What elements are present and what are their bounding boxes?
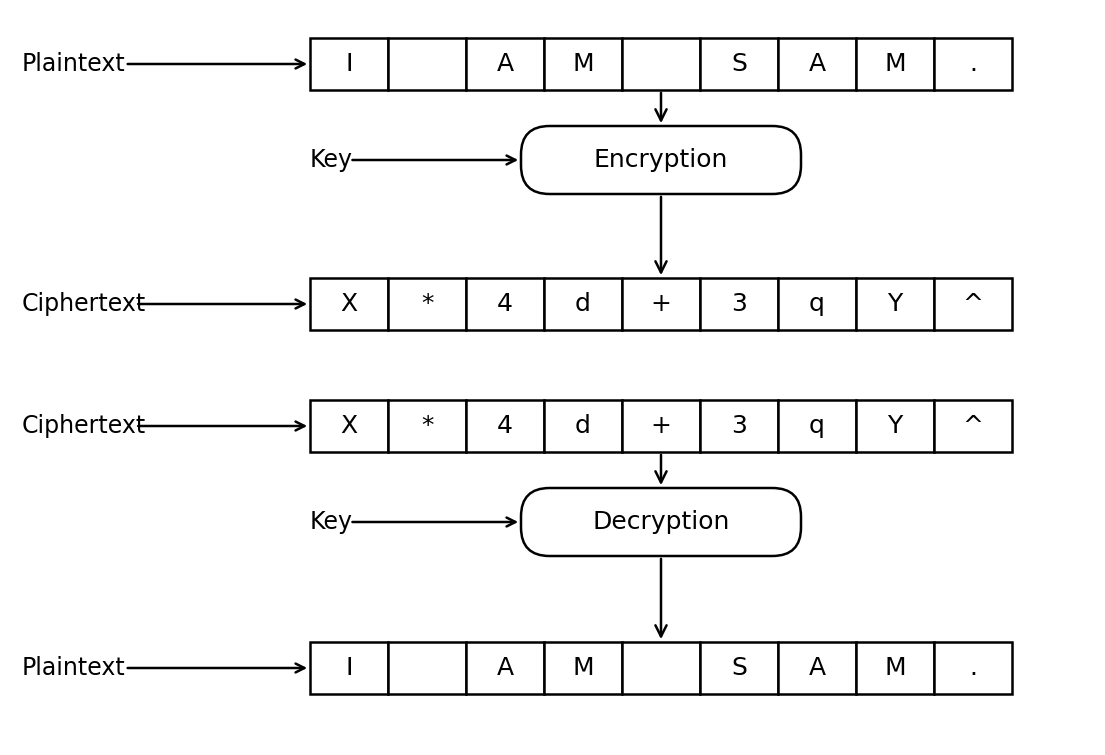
Text: A: A (809, 656, 825, 680)
Bar (934, 38, 1012, 90)
FancyBboxPatch shape (520, 488, 801, 556)
Text: X: X (340, 292, 358, 316)
Bar (699, 38, 778, 90)
Text: S: S (732, 656, 747, 680)
Bar (544, 642, 622, 694)
Bar (856, 642, 934, 694)
Bar (622, 642, 699, 694)
Bar (388, 642, 466, 694)
Bar (622, 278, 699, 330)
Bar (622, 400, 699, 452)
Bar (544, 38, 622, 90)
Bar (311, 400, 388, 452)
Bar (311, 642, 388, 694)
Bar (699, 400, 778, 452)
Bar (934, 278, 1012, 330)
Bar (699, 642, 778, 694)
Text: S: S (732, 52, 747, 76)
Bar (544, 400, 622, 452)
Text: M: M (572, 656, 593, 680)
Text: M: M (884, 656, 906, 680)
Bar (856, 400, 934, 452)
Text: ^: ^ (962, 414, 983, 438)
Bar (778, 642, 856, 694)
Text: Ciphertext: Ciphertext (22, 414, 146, 438)
Text: I: I (345, 656, 352, 680)
Text: A: A (496, 656, 514, 680)
Bar (311, 278, 388, 330)
Bar (466, 38, 544, 90)
Text: ^: ^ (962, 292, 983, 316)
FancyBboxPatch shape (520, 126, 801, 194)
Text: X: X (340, 414, 358, 438)
Text: Key: Key (311, 510, 352, 534)
Text: M: M (572, 52, 593, 76)
Text: Ciphertext: Ciphertext (22, 292, 146, 316)
Bar (466, 278, 544, 330)
Text: Y: Y (887, 292, 903, 316)
Text: q: q (809, 414, 825, 438)
Bar (934, 642, 1012, 694)
Text: d: d (575, 414, 591, 438)
Text: I: I (345, 52, 352, 76)
Text: +: + (651, 292, 672, 316)
Bar (388, 38, 466, 90)
Text: *: * (421, 414, 433, 438)
Text: Key: Key (311, 148, 352, 172)
Bar (934, 400, 1012, 452)
Bar (388, 400, 466, 452)
Bar (778, 38, 856, 90)
Text: d: d (575, 292, 591, 316)
Text: Plaintext: Plaintext (22, 656, 126, 680)
Text: A: A (496, 52, 514, 76)
Bar (778, 400, 856, 452)
Bar (466, 400, 544, 452)
Text: 3: 3 (732, 414, 747, 438)
Text: 3: 3 (732, 292, 747, 316)
Text: M: M (884, 52, 906, 76)
Text: A: A (809, 52, 825, 76)
Bar (856, 38, 934, 90)
Text: *: * (421, 292, 433, 316)
Bar (311, 38, 388, 90)
Bar (856, 278, 934, 330)
Text: 4: 4 (497, 292, 513, 316)
Text: 4: 4 (497, 414, 513, 438)
Text: .: . (969, 656, 977, 680)
Text: Plaintext: Plaintext (22, 52, 126, 76)
Text: Encryption: Encryption (593, 148, 728, 172)
Bar (778, 278, 856, 330)
Text: +: + (651, 414, 672, 438)
Text: q: q (809, 292, 825, 316)
Bar (622, 38, 699, 90)
Text: Decryption: Decryption (592, 510, 729, 534)
Bar (699, 278, 778, 330)
Bar (466, 642, 544, 694)
Text: Y: Y (887, 414, 903, 438)
Bar (544, 278, 622, 330)
Bar (388, 278, 466, 330)
Text: .: . (969, 52, 977, 76)
